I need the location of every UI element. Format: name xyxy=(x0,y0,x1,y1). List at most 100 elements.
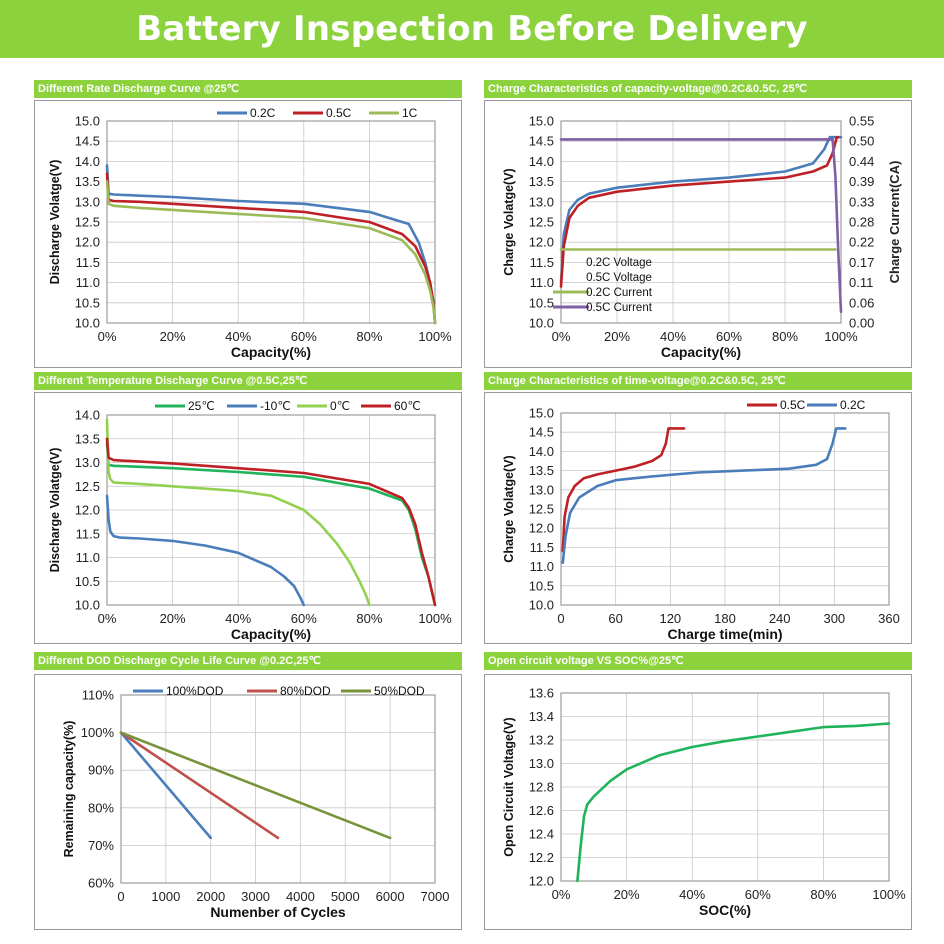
x-axis-label: Numenber of Cycles xyxy=(210,904,346,920)
y2-tick-label: 0.06 xyxy=(849,295,874,310)
y-tick-label: 12.0 xyxy=(75,503,100,518)
legend-label: 0.5C xyxy=(326,106,352,120)
series-line xyxy=(561,427,686,553)
panel-dod: 60% 70% 80% 90% 100% 110% 0 1000 2000 3000 4000 500… xyxy=(34,674,462,930)
legend-label: 50%DOD xyxy=(374,684,425,698)
y-tick-label: 13.2 xyxy=(529,733,554,748)
y-axis-label: Discharge Volatge(V) xyxy=(48,448,62,573)
x-tick-label: 40% xyxy=(225,329,251,344)
plot-frame xyxy=(560,120,842,324)
y-tick-label: 14.5 xyxy=(75,134,100,149)
x-tick-label: 0 xyxy=(117,889,124,904)
y-tick-label: 10.5 xyxy=(529,578,554,593)
y-tick-label: 12.0 xyxy=(529,521,554,536)
legend-label: 0.5C Voltage xyxy=(586,272,652,284)
x-tick-label: 60% xyxy=(745,887,771,902)
y-tick-label: 12.6 xyxy=(529,803,554,818)
y2-tick-label: 0.00 xyxy=(849,316,874,331)
y-axis-label: Charge Volatge(V) xyxy=(502,455,516,562)
chart-rate-discharge: 10.0 10.5 11.0 11.5 12.0 12.5 13.0 13.5 14.0 14.5… xyxy=(48,106,452,360)
panel-title-temp: Different Temperature Discharge Curve @0… xyxy=(34,372,462,390)
panel-title-rate: Different Rate Discharge Curve @25℃ xyxy=(34,80,462,98)
panel-title-cap-charge: Charge Characteristics of capacity-volta… xyxy=(484,80,912,98)
x-tick-label: 80% xyxy=(772,329,798,344)
x-axis-label: Capacity(%) xyxy=(231,626,311,642)
series-line xyxy=(576,722,891,883)
y-tick-label: 13.0 xyxy=(529,194,554,209)
y-tick-label: 10.5 xyxy=(75,295,100,310)
y-tick-label: 14.5 xyxy=(529,425,554,440)
panel-title-dod: Different DOD Discharge Cycle Life Curve… xyxy=(34,652,462,670)
legend-label: 1C xyxy=(402,106,418,120)
legend-label: 100%DOD xyxy=(166,684,224,698)
series-line xyxy=(105,418,371,607)
y2-tick-label: 0.11 xyxy=(849,275,873,290)
series-line xyxy=(105,164,437,325)
y-tick-label: 12.0 xyxy=(75,235,100,250)
x-axis-label: Capacity(%) xyxy=(661,344,741,360)
x-axis-label: Capacity(%) xyxy=(231,344,311,360)
x-axis-label: Charge time(min) xyxy=(667,626,782,642)
plot-frame xyxy=(560,412,890,606)
panel-rate: 10.0 10.5 11.0 11.5 12.0 12.5 13.0 13.5 14.0 14.5… xyxy=(34,100,462,368)
x-tick-label: 360 xyxy=(878,611,900,626)
y2-tick-label: 0.28 xyxy=(849,215,874,230)
y-tick-label: 12.5 xyxy=(75,215,100,230)
y2-tick-label: 0.22 xyxy=(849,235,874,250)
series-line xyxy=(105,172,437,325)
y-tick-label: 15.0 xyxy=(529,114,554,129)
y-tick-label: 90% xyxy=(88,763,114,778)
y-tick-label: 14.0 xyxy=(529,444,554,459)
y-tick-label: 13.6 xyxy=(529,686,554,701)
series-line xyxy=(105,494,306,607)
y-tick-label: 14.0 xyxy=(75,154,100,169)
y-axis-label: Charge Volatge(V) xyxy=(502,168,516,275)
y2-tick-label: 0.55 xyxy=(849,114,874,129)
y-tick-label: 13.0 xyxy=(75,194,100,209)
y-tick-label: 12.4 xyxy=(529,827,554,842)
series-line xyxy=(119,731,212,840)
y-tick-label: 10.0 xyxy=(529,598,554,613)
y2-tick-label: 0.50 xyxy=(849,134,874,149)
y-axis-label: Remaining capacity(%) xyxy=(62,721,76,858)
x-tick-label: 20% xyxy=(160,329,186,344)
plot-frame xyxy=(560,692,890,882)
x-tick-label: 4000 xyxy=(286,889,315,904)
y-tick-label: 14.0 xyxy=(75,408,100,423)
x-tick-label: 2000 xyxy=(196,889,225,904)
x-tick-label: 40% xyxy=(679,887,705,902)
series-line xyxy=(105,180,437,325)
y-axis-label: Discharge Volatge(V) xyxy=(48,160,62,285)
y-tick-label: 10.5 xyxy=(529,295,554,310)
x-tick-label: 6000 xyxy=(376,889,405,904)
y-tick-label: 13.5 xyxy=(529,174,554,189)
plot-frame xyxy=(120,694,436,884)
y-tick-label: 13.5 xyxy=(529,463,554,478)
y-tick-label: 10.5 xyxy=(75,574,100,589)
y2-tick-label: 0.39 xyxy=(849,174,874,189)
y-tick-label: 11.5 xyxy=(530,255,554,270)
y-tick-label: 11.5 xyxy=(76,526,100,541)
x-tick-label: 5000 xyxy=(331,889,360,904)
panel-title-time-charge: Charge Characteristics of time-voltage@0… xyxy=(484,372,912,390)
legend-label: 60℃ xyxy=(394,399,421,413)
panel-temp: 10.0 10.5 11.0 11.5 12.0 12.5 13.0 13.5 14.0 0% 20… xyxy=(34,392,462,644)
legend-label: 0.5C Current xyxy=(586,302,653,314)
y-tick-label: 13.4 xyxy=(529,709,554,724)
y-tick-label: 12.5 xyxy=(529,502,554,517)
x-tick-label: 300 xyxy=(823,611,845,626)
legend-label: 0℃ xyxy=(330,399,350,413)
y-axis-label: Open Circuit Voltage(V) xyxy=(502,717,516,856)
y-tick-label: 12.0 xyxy=(529,235,554,250)
x-tick-label: 40% xyxy=(660,329,686,344)
y-tick-label: 110% xyxy=(82,688,115,703)
y-tick-label: 13.5 xyxy=(75,431,100,446)
y-tick-label: 10.0 xyxy=(75,598,100,613)
y-tick-label: 11.0 xyxy=(76,275,100,290)
y-tick-label: 13.0 xyxy=(529,756,554,771)
y2-tick-label: 0.33 xyxy=(849,194,874,209)
x-tick-label: 20% xyxy=(160,611,186,626)
x-tick-label: 20% xyxy=(614,887,640,902)
y-tick-label: 15.0 xyxy=(529,406,554,421)
series-line xyxy=(559,138,843,314)
